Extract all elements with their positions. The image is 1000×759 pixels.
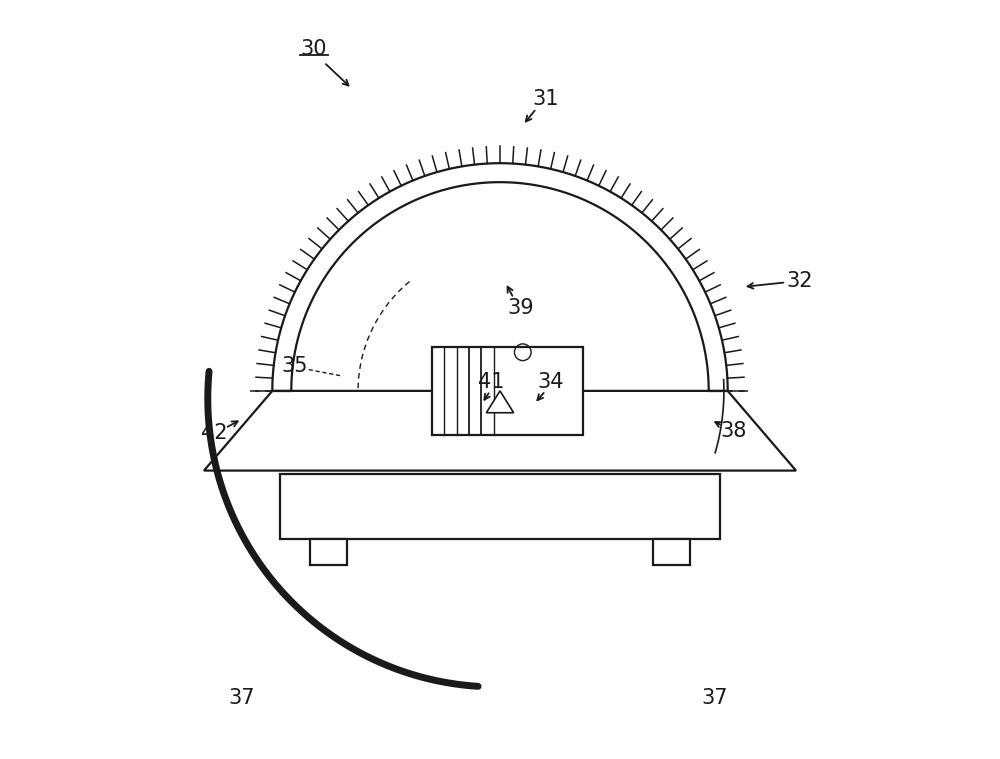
Bar: [653, 539, 690, 565]
Text: 34: 34: [538, 372, 564, 392]
Text: 30: 30: [301, 39, 327, 59]
Text: 37: 37: [702, 688, 728, 708]
Bar: [432, 348, 583, 434]
Text: 42: 42: [201, 423, 227, 442]
Polygon shape: [486, 391, 514, 413]
Text: 32: 32: [787, 271, 813, 291]
Text: 41: 41: [478, 372, 504, 392]
Text: 35: 35: [282, 356, 308, 376]
Bar: [280, 474, 720, 539]
Text: 38: 38: [721, 421, 747, 441]
Polygon shape: [204, 391, 796, 471]
Text: 37: 37: [229, 688, 255, 708]
Text: 39: 39: [507, 298, 534, 318]
Text: 31: 31: [532, 89, 559, 109]
Bar: [310, 539, 347, 565]
